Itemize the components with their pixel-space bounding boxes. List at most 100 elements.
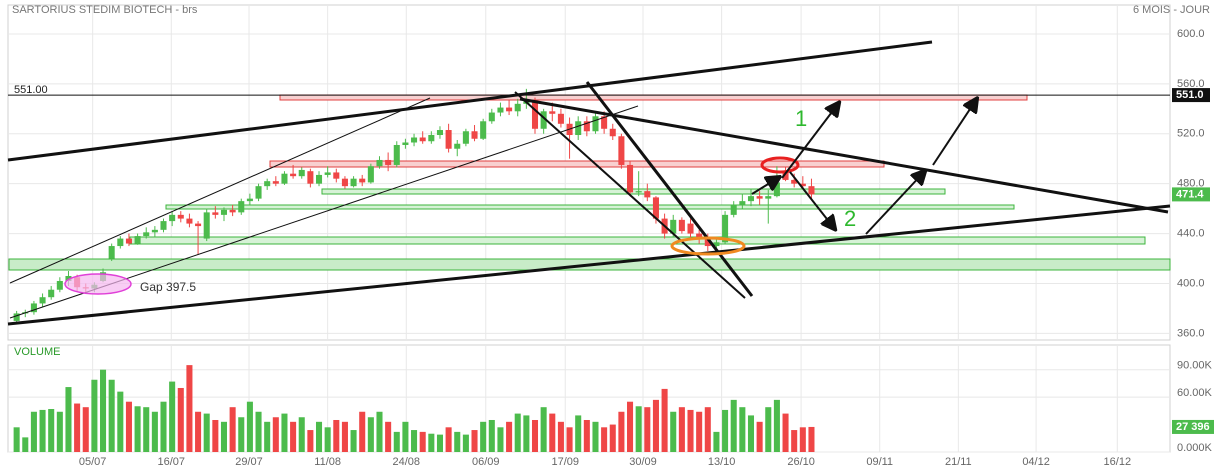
candle-body bbox=[497, 107, 504, 113]
volume-bar bbox=[160, 401, 167, 452]
volume-bar bbox=[238, 417, 245, 452]
support-zone bbox=[129, 236, 1146, 245]
low-ellipse bbox=[670, 236, 746, 256]
candle-body bbox=[117, 238, 124, 247]
candle-body bbox=[30, 303, 37, 313]
volume-bar bbox=[30, 411, 37, 452]
volume-bar bbox=[514, 413, 521, 452]
volume-bar bbox=[627, 401, 634, 452]
candle-body bbox=[385, 159, 392, 165]
y-tick-label: 600.0 bbox=[1177, 28, 1205, 40]
volume-badge-text: 27 396 bbox=[1176, 421, 1210, 433]
volume-bar bbox=[454, 431, 461, 452]
candle-body bbox=[644, 191, 651, 198]
volume-bar bbox=[143, 407, 150, 452]
candle-body bbox=[333, 172, 340, 179]
candle-body bbox=[350, 178, 357, 187]
volume-bar bbox=[65, 387, 72, 452]
volume-bar bbox=[281, 413, 288, 452]
y-tick-label: 480.0 bbox=[1177, 178, 1205, 190]
x-tick-label: 16/07 bbox=[158, 456, 186, 468]
volume-bar bbox=[402, 421, 409, 452]
candle-body bbox=[195, 223, 202, 227]
candle-body bbox=[462, 131, 469, 144]
volume-bar bbox=[765, 407, 772, 452]
x-tick-label: 21/11 bbox=[945, 456, 972, 468]
candle-body bbox=[298, 169, 305, 177]
candle-body bbox=[627, 164, 634, 193]
volume-bar bbox=[350, 430, 357, 452]
volume-bar bbox=[462, 434, 469, 452]
volume-bar bbox=[635, 406, 642, 452]
x-tick-label: 17/09 bbox=[551, 456, 579, 468]
volume-bar bbox=[782, 413, 789, 452]
candle-body bbox=[264, 181, 271, 187]
candle-body bbox=[687, 223, 694, 234]
candle-body bbox=[359, 178, 366, 183]
x-tick-label: 04/12 bbox=[1022, 456, 1050, 468]
candle-body bbox=[376, 159, 383, 167]
candle-body bbox=[169, 214, 176, 222]
candle-body bbox=[696, 233, 703, 239]
volume-bar bbox=[56, 411, 63, 452]
candle-body bbox=[281, 173, 288, 184]
candles bbox=[13, 88, 815, 452]
candle-body bbox=[618, 136, 625, 165]
candle-body bbox=[419, 137, 426, 142]
candle-body bbox=[151, 229, 158, 233]
volume-bar bbox=[618, 411, 625, 452]
candle-body bbox=[160, 221, 167, 230]
candle-body bbox=[601, 116, 608, 129]
level-badge bbox=[1172, 88, 1210, 103]
trend-line bbox=[7, 204, 1171, 326]
candle-body bbox=[808, 186, 815, 195]
volume-bar bbox=[272, 417, 279, 452]
volume-bar bbox=[687, 409, 694, 452]
volume-bar bbox=[497, 427, 504, 452]
volume-bar bbox=[471, 430, 478, 452]
candle-body bbox=[704, 238, 711, 247]
volume-bar bbox=[255, 411, 262, 452]
candle-body bbox=[739, 201, 746, 205]
x-tick-label: 30/09 bbox=[629, 456, 657, 468]
volume-bar bbox=[74, 403, 81, 452]
volume-bar bbox=[359, 411, 366, 452]
volume-bar bbox=[264, 421, 271, 452]
period-label: 6 MOIS - JOUR bbox=[1133, 4, 1210, 16]
candle-body bbox=[315, 174, 323, 184]
candle-body bbox=[773, 182, 780, 197]
candle-body bbox=[177, 214, 184, 219]
volume-bar bbox=[324, 427, 331, 452]
candle-body bbox=[549, 111, 556, 114]
support-zone bbox=[165, 204, 1015, 210]
volume-bar bbox=[411, 430, 418, 452]
volume-bar bbox=[195, 411, 202, 452]
volume-bar bbox=[678, 407, 685, 452]
candle-body bbox=[756, 196, 763, 199]
candle-body bbox=[39, 297, 46, 304]
volume-bar bbox=[376, 411, 383, 452]
volume-bar bbox=[134, 406, 141, 452]
volume-bar bbox=[151, 411, 158, 452]
candle-body bbox=[255, 186, 262, 199]
labels: 05/07 16/07 29/07 11/08 24/08 06/09 17/09 30/09… bbox=[8, 28, 1214, 468]
candle-body bbox=[272, 181, 279, 184]
scenario-label: 2 bbox=[844, 206, 856, 231]
volume-bar bbox=[609, 424, 616, 452]
volume-bar bbox=[177, 387, 184, 452]
volume-bar bbox=[203, 413, 210, 452]
gap-ellipse bbox=[64, 273, 132, 295]
volume-bar bbox=[48, 409, 55, 452]
trend-line bbox=[7, 40, 933, 162]
candle-body bbox=[367, 166, 374, 183]
candle-body bbox=[393, 144, 400, 165]
volume-bar bbox=[575, 415, 582, 452]
candle-body bbox=[791, 179, 798, 184]
volume-bar bbox=[91, 379, 98, 452]
trend-line bbox=[514, 91, 746, 299]
volume-bar bbox=[220, 421, 228, 452]
volume-bar bbox=[704, 407, 711, 452]
volume-bar bbox=[799, 427, 806, 452]
volume-bar bbox=[540, 407, 547, 452]
